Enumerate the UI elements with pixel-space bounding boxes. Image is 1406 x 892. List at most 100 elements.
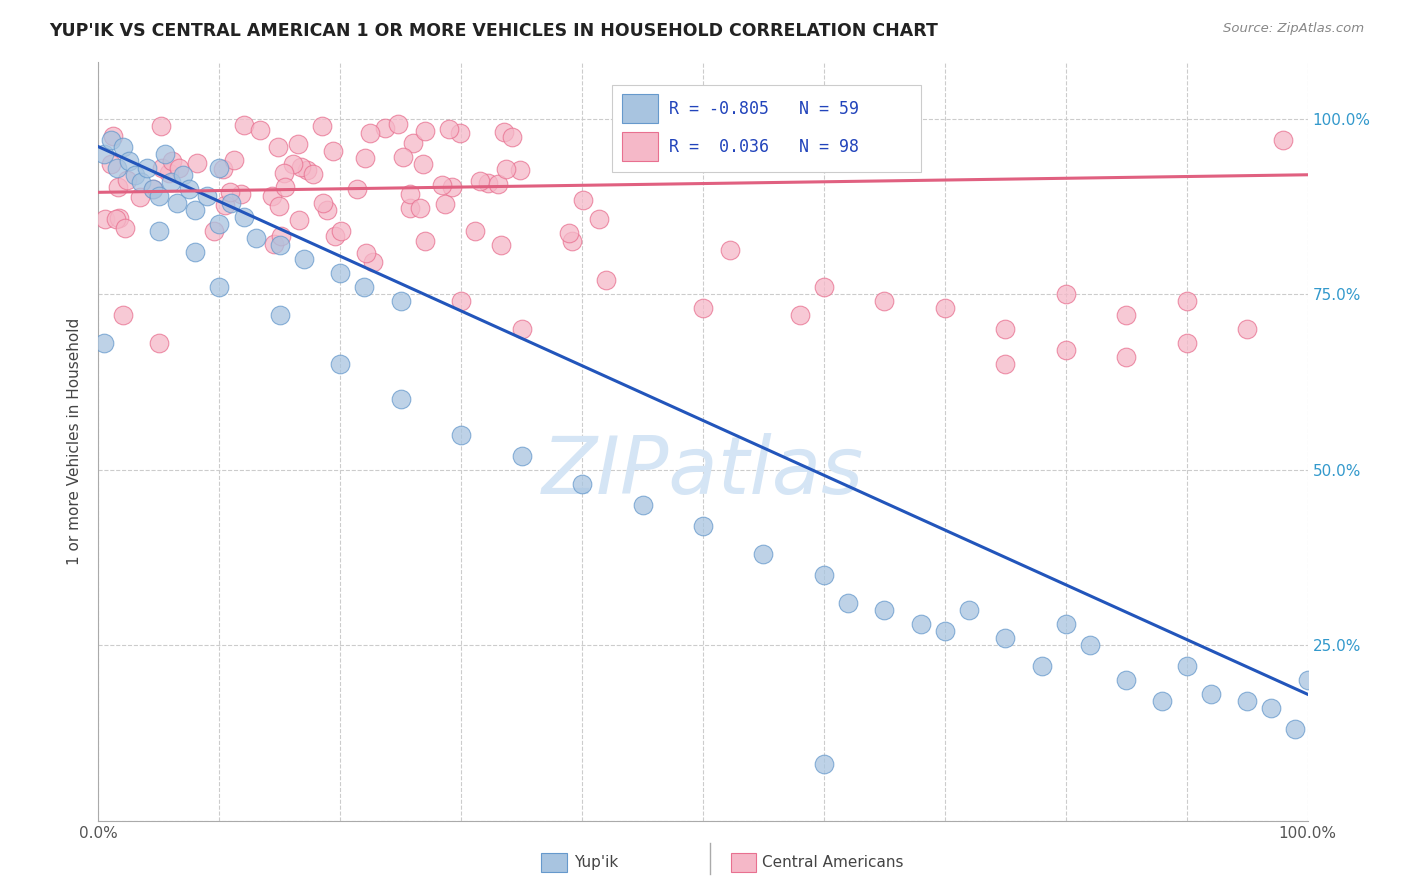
Point bbox=[270, 229, 292, 244]
Point bbox=[650, 136, 672, 151]
Point bbox=[311, 119, 333, 133]
Point bbox=[287, 213, 309, 227]
Point bbox=[994, 631, 1017, 645]
FancyBboxPatch shape bbox=[621, 95, 658, 123]
Point bbox=[789, 308, 811, 322]
Point bbox=[274, 180, 297, 194]
Point bbox=[221, 195, 243, 210]
Point bbox=[509, 162, 531, 177]
Point bbox=[129, 175, 152, 189]
Point bbox=[1031, 659, 1053, 673]
Point bbox=[208, 217, 231, 231]
Point bbox=[148, 189, 170, 203]
Point bbox=[269, 308, 291, 322]
Point bbox=[495, 162, 517, 177]
Point bbox=[492, 125, 515, 139]
Point bbox=[124, 168, 146, 182]
Point bbox=[477, 176, 499, 190]
Point bbox=[489, 237, 512, 252]
Point bbox=[135, 161, 157, 175]
Point bbox=[212, 161, 235, 176]
Point bbox=[148, 224, 170, 238]
Point bbox=[588, 211, 610, 226]
Point bbox=[910, 617, 932, 632]
Point bbox=[470, 174, 492, 188]
Point bbox=[1078, 638, 1101, 652]
Text: YUP'IK VS CENTRAL AMERICAN 1 OR MORE VEHICLES IN HOUSEHOLD CORRELATION CHART: YUP'IK VS CENTRAL AMERICAN 1 OR MORE VEH… bbox=[49, 22, 938, 40]
Point bbox=[329, 224, 352, 238]
Text: Source: ZipAtlas.com: Source: ZipAtlas.com bbox=[1223, 22, 1364, 36]
Point bbox=[93, 336, 115, 351]
Point bbox=[1152, 694, 1174, 708]
Point bbox=[105, 161, 128, 175]
Point bbox=[167, 161, 190, 175]
Point bbox=[290, 160, 312, 174]
Point bbox=[391, 149, 413, 163]
Point bbox=[450, 294, 472, 309]
Point bbox=[934, 624, 956, 639]
Point bbox=[322, 145, 344, 159]
Point bbox=[354, 151, 377, 165]
Point bbox=[430, 178, 453, 193]
Point bbox=[149, 119, 172, 133]
Point bbox=[150, 161, 173, 176]
Point bbox=[1199, 687, 1222, 701]
Point bbox=[412, 157, 434, 171]
Point bbox=[179, 182, 201, 196]
Point bbox=[214, 197, 236, 211]
Point bbox=[510, 322, 533, 336]
Point bbox=[1284, 723, 1306, 737]
Point bbox=[1260, 701, 1282, 715]
Point bbox=[312, 195, 335, 210]
Point bbox=[101, 128, 124, 143]
Point bbox=[413, 234, 436, 248]
Point bbox=[389, 392, 412, 407]
Point bbox=[1054, 617, 1077, 632]
FancyBboxPatch shape bbox=[621, 132, 658, 161]
Point bbox=[433, 197, 456, 211]
Point bbox=[631, 498, 654, 512]
Point bbox=[752, 547, 775, 561]
Point bbox=[354, 246, 377, 260]
Point bbox=[316, 202, 339, 217]
Point bbox=[1175, 294, 1198, 309]
Y-axis label: 1 or more Vehicles in Household: 1 or more Vehicles in Household bbox=[67, 318, 83, 566]
Point bbox=[1236, 694, 1258, 708]
Point bbox=[1272, 133, 1295, 147]
Point bbox=[399, 187, 422, 202]
Point bbox=[273, 166, 295, 180]
Point bbox=[153, 146, 176, 161]
Point bbox=[595, 273, 617, 287]
Point bbox=[269, 198, 291, 212]
Point bbox=[558, 227, 581, 241]
Point bbox=[281, 157, 304, 171]
FancyBboxPatch shape bbox=[613, 85, 921, 172]
Text: R = -0.805   N = 59: R = -0.805 N = 59 bbox=[669, 100, 859, 118]
Point bbox=[100, 133, 122, 147]
Point bbox=[323, 228, 346, 243]
Point bbox=[233, 119, 256, 133]
Point bbox=[100, 157, 122, 171]
Point bbox=[402, 136, 425, 151]
Point bbox=[1115, 308, 1137, 322]
Point bbox=[111, 308, 134, 322]
Point bbox=[387, 117, 409, 131]
Text: ZIPatlas: ZIPatlas bbox=[541, 433, 865, 511]
Point bbox=[399, 201, 422, 215]
Point bbox=[249, 123, 271, 137]
Point bbox=[1296, 673, 1319, 688]
Point bbox=[295, 162, 318, 177]
Point bbox=[148, 336, 170, 351]
Point bbox=[873, 294, 896, 309]
Point bbox=[934, 301, 956, 315]
Point bbox=[222, 153, 245, 168]
Point bbox=[263, 237, 285, 252]
Point bbox=[571, 476, 593, 491]
Point bbox=[329, 357, 352, 371]
Point bbox=[449, 126, 471, 140]
Point bbox=[1115, 673, 1137, 688]
Point bbox=[142, 181, 165, 195]
Point bbox=[346, 182, 368, 196]
Point bbox=[440, 180, 463, 194]
Point bbox=[510, 449, 533, 463]
